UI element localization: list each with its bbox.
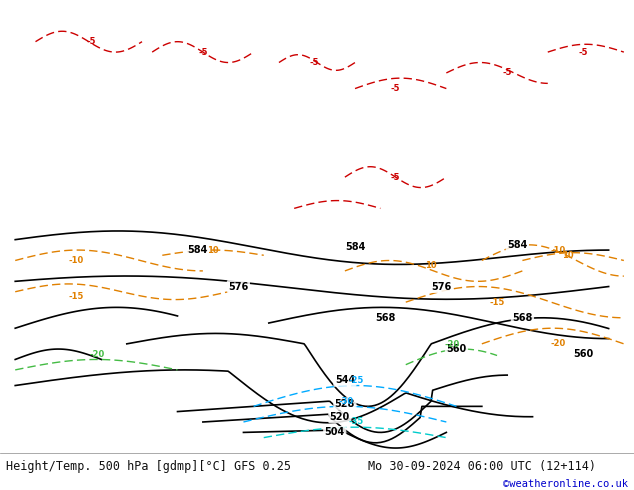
Text: 576: 576	[228, 282, 249, 292]
Text: -10: -10	[550, 245, 566, 255]
Text: -5: -5	[503, 69, 512, 77]
Text: 560: 560	[446, 344, 467, 354]
Text: 584: 584	[345, 243, 365, 252]
Text: 560: 560	[573, 349, 593, 359]
Text: -20: -20	[550, 340, 566, 348]
Text: -5: -5	[391, 172, 400, 182]
Text: -15: -15	[489, 297, 505, 307]
Text: 576: 576	[431, 282, 451, 292]
Text: 10: 10	[425, 261, 437, 270]
Text: -5: -5	[579, 48, 588, 57]
Text: 528: 528	[335, 399, 355, 409]
Text: 520: 520	[330, 412, 350, 422]
Text: -20: -20	[444, 340, 460, 349]
Text: -35: -35	[349, 417, 364, 426]
Text: 568: 568	[375, 313, 396, 323]
Text: -5: -5	[198, 48, 207, 57]
Text: -20: -20	[90, 350, 105, 359]
Text: Mo 30-09-2024 06:00 UTC (12+114): Mo 30-09-2024 06:00 UTC (12+114)	[368, 460, 596, 473]
Text: 544: 544	[335, 375, 355, 385]
Text: 568: 568	[512, 313, 533, 323]
Text: -5: -5	[87, 37, 96, 46]
Text: -5: -5	[391, 84, 400, 93]
Text: ©weatheronline.co.uk: ©weatheronline.co.uk	[503, 480, 628, 490]
Text: -30: -30	[339, 396, 354, 406]
Text: 10: 10	[562, 251, 574, 260]
Text: -25: -25	[348, 376, 364, 385]
Text: 584: 584	[188, 245, 208, 255]
Text: Height/Temp. 500 hPa [gdmp][°C] GFS 0.25: Height/Temp. 500 hPa [gdmp][°C] GFS 0.25	[6, 460, 292, 473]
Text: 504: 504	[325, 427, 345, 438]
Text: -5: -5	[310, 58, 319, 67]
Text: 584: 584	[507, 240, 527, 250]
Text: 10: 10	[207, 245, 219, 255]
Text: -10: -10	[68, 256, 84, 265]
Text: -15: -15	[68, 293, 84, 301]
